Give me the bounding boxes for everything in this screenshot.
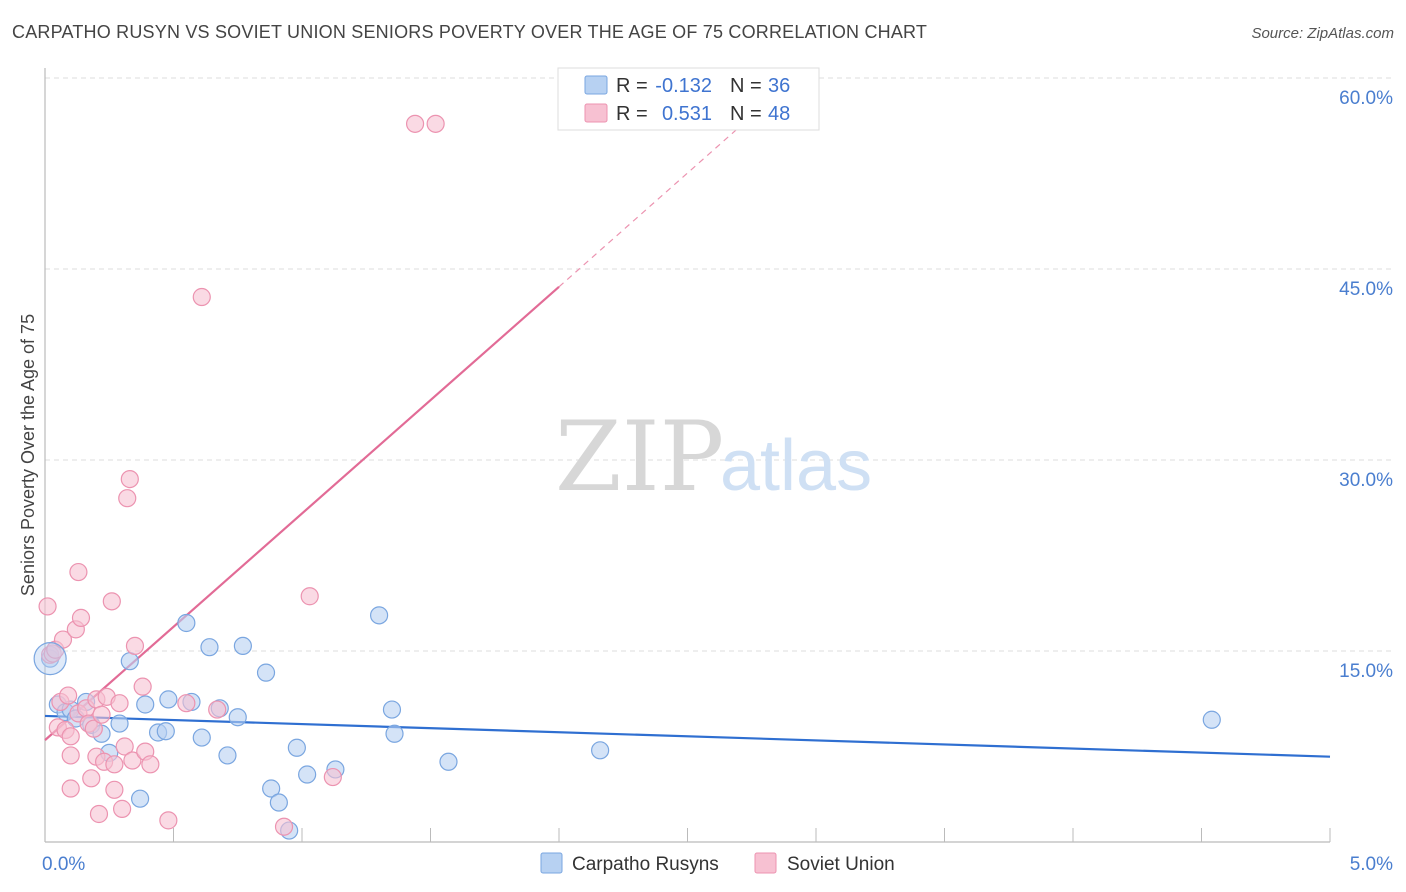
carpatho-point — [177, 613, 196, 633]
legend-r-label-1: R = — [616, 75, 648, 97]
y-tick-label-60: 60.0% — [1339, 88, 1393, 109]
carpatho-point — [159, 690, 178, 709]
soviet-point — [118, 489, 137, 508]
legend-r-label-2: R = — [616, 103, 648, 125]
soviet-point — [71, 608, 91, 627]
soviet-point — [192, 287, 211, 307]
soviet-point — [125, 636, 145, 656]
soviet-point — [133, 677, 152, 696]
legend-r-value-1: -0.132 — [655, 75, 712, 97]
source-label: Source: ZipAtlas.com — [1251, 25, 1394, 42]
watermark: ZIP atlas — [555, 401, 872, 513]
y-tick-label-45: 45.0% — [1339, 279, 1393, 300]
correlation-legend: R = -0.132 N = 36 R = 0.531 N = 48 — [557, 67, 820, 131]
legend-swatch-pink — [584, 103, 608, 123]
legend-n-label-1: N = — [730, 75, 762, 97]
series-legend: Carpatho Rusyns Soviet Union — [540, 852, 895, 875]
carpatho-point — [130, 789, 150, 808]
carpatho-point — [110, 714, 129, 733]
legend-r-value-2: 0.531 — [662, 103, 712, 125]
carpatho-point — [262, 779, 281, 798]
soviet-point — [426, 114, 445, 133]
carpatho-point — [370, 606, 389, 625]
carpatho-point — [120, 652, 139, 671]
legend-n-label-2: N = — [730, 103, 762, 125]
tick-labels: 15.0% 30.0% 45.0% 60.0% 0.0% 5.0% — [42, 88, 1393, 875]
soviet-point — [53, 630, 73, 649]
soviet-point — [177, 694, 196, 713]
carpatho-point-cluster — [33, 642, 67, 676]
carpatho-point — [256, 663, 276, 682]
watermark-zip: ZIP — [555, 401, 724, 513]
y-tick-label-30: 30.0% — [1339, 470, 1393, 491]
soviet-point — [300, 587, 319, 606]
legend-n-value-2: 48 — [768, 103, 790, 125]
grid-lines — [45, 77, 1395, 652]
axes — [44, 68, 1331, 843]
series-swatch-soviet — [754, 852, 777, 874]
soviet-point — [105, 755, 124, 774]
legend-n-value-1: 36 — [768, 75, 790, 97]
carpatho-point — [269, 793, 288, 812]
soviet-point — [102, 592, 121, 611]
chart-title: CARPATHO RUSYN VS SOVIET UNION SENIORS P… — [12, 22, 928, 42]
soviet-trend-extension — [558, 104, 765, 288]
carpatho-point — [591, 741, 610, 760]
x-tick-label-0: 0.0% — [42, 854, 85, 875]
x-tick-label-5: 5.0% — [1350, 854, 1393, 875]
series-label-soviet: Soviet Union — [787, 854, 895, 875]
series-label-carpatho: Carpatho Rusyns — [572, 854, 719, 875]
soviet-trend-line — [44, 286, 560, 741]
soviet-point — [59, 686, 78, 705]
carpatho-point — [156, 722, 175, 741]
soviet-point — [61, 746, 80, 765]
watermark-atlas: atlas — [720, 426, 872, 506]
carpatho-point — [298, 765, 317, 784]
y-axis-label: Seniors Poverty Over the Age of 75 — [18, 314, 38, 596]
soviet-point — [141, 755, 160, 774]
soviet-point — [69, 562, 88, 582]
carpatho-point — [200, 638, 219, 657]
soviet-point — [82, 769, 101, 788]
data-points — [33, 114, 1221, 840]
soviet-point — [38, 597, 57, 616]
carpatho-point — [136, 695, 155, 714]
soviet-point — [84, 719, 103, 738]
soviet-point — [105, 780, 124, 799]
soviet-point — [112, 799, 132, 818]
carpatho-point — [228, 708, 247, 727]
carpatho-point — [287, 738, 306, 757]
soviet-point — [115, 737, 134, 756]
carpatho-point — [1202, 710, 1221, 729]
series-swatch-carpatho — [540, 852, 563, 874]
soviet-point — [110, 694, 129, 713]
y-tick-label-15: 15.0% — [1339, 661, 1393, 682]
soviet-point — [274, 817, 294, 836]
carpatho-point — [439, 752, 458, 771]
carpatho-point — [385, 724, 404, 743]
soviet-point — [61, 727, 80, 746]
soviet-point — [120, 470, 139, 489]
soviet-point — [92, 705, 111, 724]
legend-swatch-blue — [584, 75, 608, 95]
soviet-point — [159, 811, 178, 830]
soviet-point — [89, 804, 109, 824]
carpatho-point — [218, 746, 237, 765]
soviet-point — [61, 779, 80, 798]
soviet-point — [208, 700, 227, 719]
soviet-point — [323, 767, 342, 787]
carpatho-trend-line — [44, 714, 1331, 758]
carpatho-point — [192, 728, 211, 747]
soviet-point — [405, 114, 425, 133]
carpatho-point — [382, 700, 402, 719]
soviet-point — [123, 751, 142, 770]
carpatho-point — [233, 636, 252, 656]
